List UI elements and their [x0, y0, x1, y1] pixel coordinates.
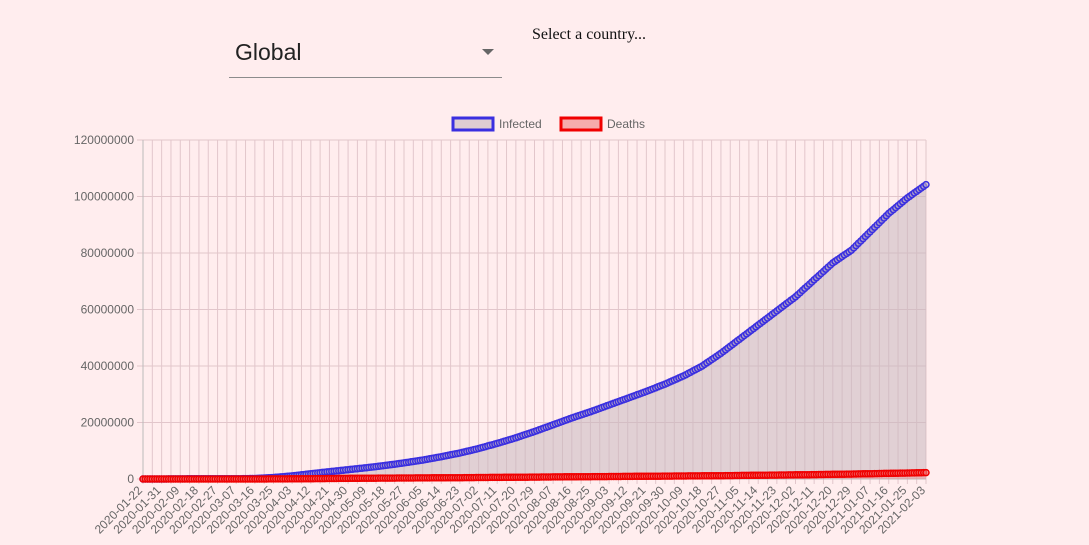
- y-tick-label: 40000000: [81, 359, 135, 373]
- chevron-down-icon[interactable]: [482, 49, 494, 55]
- select-country-hint: Select a country...: [532, 26, 647, 43]
- area-infected: [143, 184, 926, 479]
- point-deaths: [922, 468, 930, 477]
- y-tick-label: 20000000: [81, 416, 135, 430]
- covid-line-chart: 0 20000000 40000000 60000000 80000000 1000000…: [74, 116, 930, 537]
- point-infected: [922, 180, 930, 189]
- y-tick-label: 80000000: [81, 246, 135, 260]
- legend-swatch-deaths: [559, 116, 603, 132]
- country-select-value: Global: [235, 39, 302, 65]
- y-tick-label: 100000000: [74, 190, 134, 204]
- legend-label-infected: Infected: [499, 117, 542, 131]
- legend-label-deaths: Deaths: [607, 117, 645, 131]
- legend-swatch-infected: [451, 116, 495, 132]
- y-tick-label: 0: [127, 472, 134, 486]
- y-tick-label: 60000000: [81, 303, 135, 317]
- y-tick-label: 120000000: [74, 133, 134, 147]
- country-select[interactable]: Global: [229, 30, 502, 78]
